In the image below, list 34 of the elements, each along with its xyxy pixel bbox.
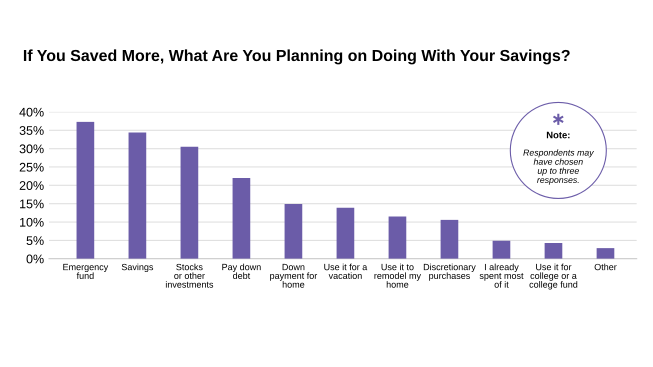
bar	[336, 208, 354, 259]
chart-title: If You Saved More, What Are You Planning on Doing With Your Savings?	[24, 49, 570, 64]
bar	[180, 146, 198, 259]
x-tick-label: Use it for a vacation	[324, 264, 368, 279]
y-tick-label: 5%	[26, 236, 44, 246]
y-tick-label: 10%	[20, 218, 44, 227]
x-tick-label: Down payment for home	[270, 264, 318, 288]
x-tick-label: Pay down debt	[222, 264, 261, 279]
x-tick-label: Stocks or other investments	[166, 264, 214, 288]
bar	[544, 242, 562, 259]
y-tick-label: 30%	[20, 144, 44, 154]
x-tick-label: Use it for college or a college fund	[530, 264, 578, 290]
annotation: Note:	[546, 132, 570, 138]
bar	[284, 204, 302, 259]
x-tick-label: Use it to remodel my home	[374, 264, 421, 288]
bar	[232, 178, 250, 259]
x-tick-label: Discretionary purchases	[424, 264, 476, 281]
x-tick-label: Savings	[122, 264, 154, 272]
y-tick-label: 35%	[20, 126, 44, 135]
bar	[596, 248, 614, 259]
bar	[440, 220, 458, 259]
bar	[76, 122, 94, 259]
bar	[128, 132, 146, 259]
x-tick-label: Other	[594, 264, 617, 270]
bar	[492, 240, 510, 259]
y-tick-label: 25%	[20, 162, 44, 172]
x-tick-label: I already spent most of it	[480, 264, 524, 288]
bar	[388, 216, 406, 259]
y-tick-label: 0%	[26, 254, 44, 264]
annotation: Respondents may have chosen up to three responses.	[523, 149, 594, 185]
y-tick-label: 15%	[20, 200, 44, 208]
y-tick-label: 40%	[19, 108, 44, 117]
x-tick-label: Emergency fund	[63, 264, 108, 279]
y-tick-label: 20%	[20, 181, 44, 190]
